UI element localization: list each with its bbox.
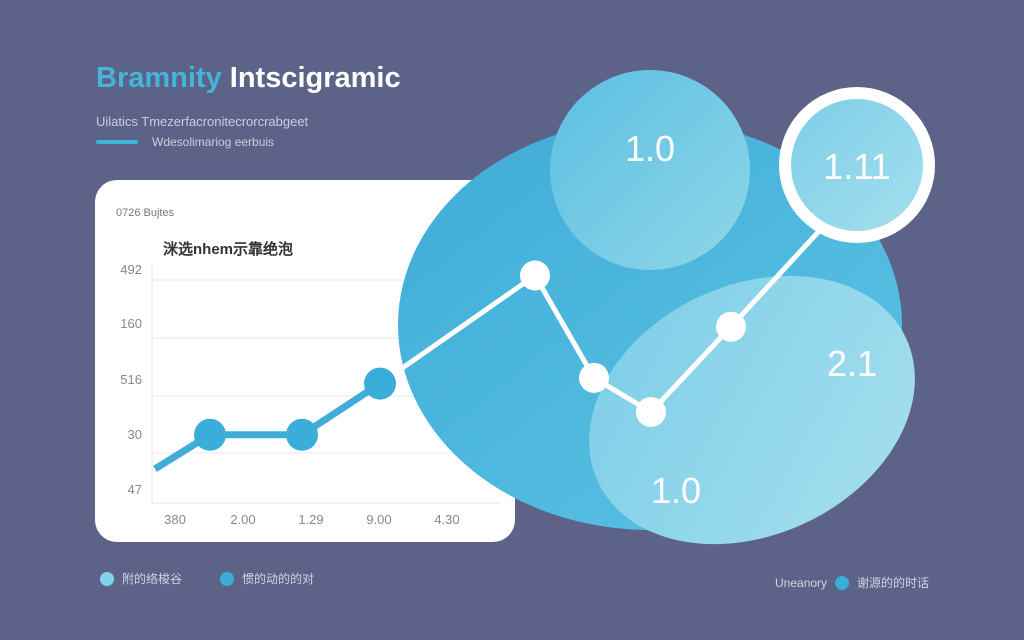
card-top-label: 0726 Bujtes: [116, 207, 175, 219]
bubble-top-value: 1.0: [624, 128, 676, 169]
y-tick: 47: [127, 482, 142, 497]
series-line-inner: [153, 380, 382, 472]
subtitle-secondary: Wdesolimariog eerbuis: [152, 135, 275, 149]
legend-item: 惯的动的的对: [220, 570, 314, 587]
data-point: [520, 260, 550, 291]
title-accent: Bramnity: [96, 62, 222, 94]
bubble-top: [550, 70, 750, 270]
data-point: [716, 311, 746, 342]
chart-title: 洣选nhem示靠绝泡: [163, 241, 294, 258]
y-tick: 30: [127, 427, 142, 442]
x-tick: 9.00: [366, 512, 392, 527]
bubble-right-value: 2.1: [826, 343, 878, 384]
x-tick: 380: [164, 512, 186, 527]
subtitle: Uilatics Tmezerfacronitecrorcrabgeet: [96, 114, 309, 129]
legend-dot-icon: [835, 575, 850, 590]
accent-bar: [96, 140, 138, 144]
legend-label: 附的络梭谷: [122, 572, 183, 586]
x-tick: 2.00: [230, 512, 256, 527]
bubble-bottom-right: [589, 275, 915, 545]
legend-dot-icon: [220, 571, 234, 586]
x-tick: 1.29: [298, 512, 324, 527]
data-point: [286, 418, 318, 451]
x-tick: 4.30: [434, 512, 460, 527]
data-point: [364, 367, 396, 400]
title-rest: Intscigramic: [229, 62, 401, 94]
series-line-outer: [378, 228, 822, 416]
y-tick: 492: [120, 262, 142, 277]
y-tick: 516: [120, 372, 142, 387]
bubble-bottom-value: 1.0: [650, 470, 702, 511]
legend-item-right: Uneanory 谢源的的时话: [775, 574, 929, 591]
data-point: [579, 362, 609, 393]
y-tick: 160: [120, 316, 142, 331]
bubble-ring-value: 1.11: [823, 146, 891, 187]
page-title: Bramnity Intscigramic: [96, 62, 401, 95]
data-point: [194, 418, 226, 451]
legend-prefix: Uneanory: [775, 575, 828, 590]
bubble-ring: [779, 87, 935, 243]
data-point: [636, 397, 666, 428]
legend-item: 附的络梭谷: [100, 570, 182, 587]
legend-label: 惯的动的的对: [242, 572, 315, 586]
legend-label: 谢源的的时话: [857, 576, 930, 590]
legend-dot-icon: [100, 571, 114, 586]
